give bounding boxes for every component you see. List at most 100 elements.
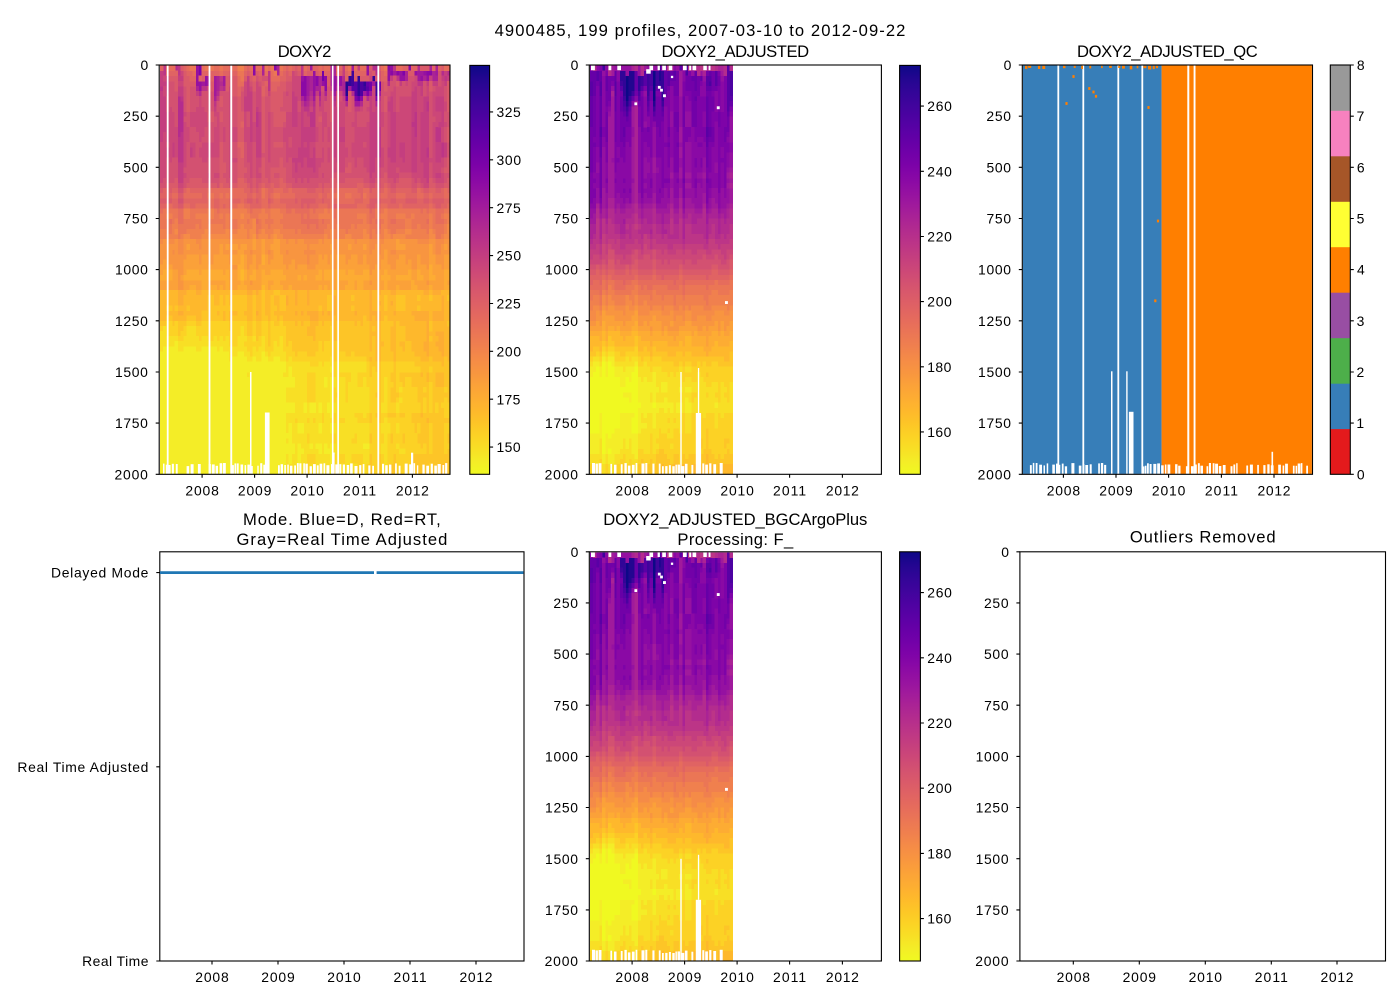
svg-text:3: 3 (1357, 313, 1365, 329)
svg-text:750: 750 (554, 211, 579, 227)
svg-text:1000: 1000 (978, 262, 1011, 278)
svg-text:325: 325 (496, 104, 521, 120)
svg-text:0: 0 (571, 544, 579, 560)
svg-text:2: 2 (1357, 364, 1365, 380)
svg-text:2010: 2010 (720, 969, 754, 985)
svg-text:2011: 2011 (773, 482, 806, 498)
svg-text:2011: 2011 (1205, 482, 1238, 498)
svg-text:750: 750 (554, 697, 579, 713)
svg-text:2000: 2000 (975, 953, 1009, 969)
svg-text:160: 160 (927, 911, 951, 927)
svg-text:2011: 2011 (1255, 969, 1288, 985)
svg-text:Delayed Mode: Delayed Mode (51, 565, 149, 581)
svg-text:0: 0 (1001, 544, 1009, 560)
svg-text:6: 6 (1357, 159, 1365, 175)
svg-text:1500: 1500 (545, 851, 578, 867)
svg-text:2011: 2011 (393, 969, 426, 985)
svg-text:250: 250 (553, 595, 578, 611)
svg-text:175: 175 (497, 391, 521, 407)
svg-text:2010: 2010 (1152, 482, 1186, 498)
svg-text:2012: 2012 (826, 969, 859, 985)
svg-text:2010: 2010 (1189, 969, 1223, 985)
svg-text:1750: 1750 (976, 902, 1009, 918)
svg-text:300: 300 (497, 152, 522, 168)
svg-text:1250: 1250 (978, 313, 1011, 329)
svg-text:250: 250 (986, 108, 1011, 124)
svg-text:500: 500 (553, 646, 578, 662)
svg-text:500: 500 (123, 159, 148, 175)
svg-text:2008: 2008 (1047, 482, 1081, 498)
svg-text:2000: 2000 (545, 953, 579, 969)
svg-text:2012: 2012 (1321, 969, 1354, 985)
svg-text:260: 260 (927, 98, 952, 114)
svg-text:2012: 2012 (396, 482, 429, 498)
svg-text:1500: 1500 (545, 364, 578, 380)
svg-text:1500: 1500 (978, 364, 1011, 380)
svg-text:1250: 1250 (115, 313, 148, 329)
svg-text:4900485, 199 profiles, 2007-03: 4900485, 199 profiles, 2007-03-10 to 201… (495, 21, 906, 40)
svg-text:2008: 2008 (1057, 969, 1091, 985)
svg-text:2008: 2008 (615, 969, 649, 985)
svg-text:2012: 2012 (1258, 482, 1291, 498)
svg-text:Real Time Adjusted: Real Time Adjusted (17, 759, 148, 775)
svg-text:Processing: F_: Processing: F_ (677, 530, 794, 549)
svg-text:250: 250 (984, 595, 1009, 611)
svg-text:2008: 2008 (185, 482, 219, 498)
svg-text:Gray=Real Time Adjusted: Gray=Real Time Adjusted (237, 530, 448, 549)
svg-text:2008: 2008 (615, 482, 649, 498)
svg-text:240: 240 (927, 650, 952, 666)
svg-text:Outliers Removed: Outliers Removed (1130, 528, 1276, 547)
svg-text:2000: 2000 (978, 466, 1012, 482)
svg-text:2009: 2009 (261, 969, 295, 985)
svg-text:2012: 2012 (460, 969, 493, 985)
svg-text:200: 200 (927, 294, 952, 310)
svg-text:275: 275 (496, 200, 521, 216)
svg-text:2000: 2000 (545, 466, 579, 482)
svg-text:2012: 2012 (826, 482, 859, 498)
svg-text:7: 7 (1357, 108, 1365, 124)
svg-text:750: 750 (123, 211, 148, 227)
svg-text:1000: 1000 (545, 748, 578, 764)
svg-text:2011: 2011 (773, 969, 806, 985)
svg-text:1500: 1500 (115, 364, 148, 380)
svg-text:Mode. Blue=D, Red=RT,: Mode. Blue=D, Red=RT, (243, 510, 441, 529)
svg-text:1000: 1000 (545, 262, 578, 278)
svg-text:0: 0 (1004, 57, 1012, 73)
svg-text:1250: 1250 (545, 800, 578, 816)
svg-text:DOXY2_ADJUSTED_QC: DOXY2_ADJUSTED_QC (1077, 42, 1258, 61)
svg-text:Real Time: Real Time (82, 953, 149, 969)
svg-text:1250: 1250 (545, 313, 578, 329)
svg-text:1750: 1750 (115, 415, 148, 431)
svg-text:2009: 2009 (668, 482, 702, 498)
svg-text:1000: 1000 (115, 262, 148, 278)
svg-text:225: 225 (496, 296, 521, 312)
svg-text:DOXY2: DOXY2 (278, 42, 332, 61)
svg-text:5: 5 (1357, 211, 1365, 227)
svg-text:4: 4 (1357, 262, 1365, 278)
svg-text:250: 250 (123, 108, 148, 124)
svg-text:200: 200 (497, 343, 522, 359)
svg-text:2010: 2010 (290, 482, 324, 498)
svg-text:160: 160 (927, 424, 951, 440)
svg-text:2010: 2010 (720, 482, 754, 498)
svg-text:500: 500 (986, 159, 1011, 175)
svg-text:180: 180 (927, 846, 951, 862)
svg-text:DOXY2_ADJUSTED_BGCArgoPlus: DOXY2_ADJUSTED_BGCArgoPlus (603, 510, 867, 529)
svg-text:2009: 2009 (1123, 969, 1157, 985)
svg-text:500: 500 (553, 159, 578, 175)
svg-text:2009: 2009 (668, 969, 702, 985)
svg-text:220: 220 (927, 229, 952, 245)
svg-text:DOXY2_ADJUSTED: DOXY2_ADJUSTED (661, 42, 809, 61)
svg-text:1: 1 (1356, 415, 1364, 431)
svg-text:150: 150 (496, 439, 520, 455)
svg-text:2009: 2009 (1099, 482, 1133, 498)
svg-text:1250: 1250 (976, 800, 1009, 816)
svg-text:2000: 2000 (115, 466, 149, 482)
svg-text:260: 260 (927, 585, 952, 601)
svg-text:2010: 2010 (327, 969, 361, 985)
svg-text:180: 180 (927, 359, 951, 375)
svg-text:250: 250 (553, 108, 578, 124)
svg-text:1500: 1500 (976, 851, 1009, 867)
svg-text:2008: 2008 (195, 969, 229, 985)
svg-text:1750: 1750 (545, 415, 578, 431)
